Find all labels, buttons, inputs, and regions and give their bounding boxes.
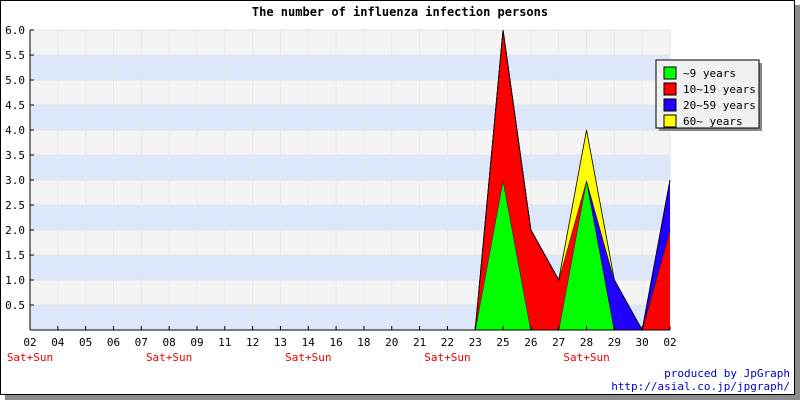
x-tick-label: 02: [663, 336, 676, 349]
legend-label: 60~ years: [683, 115, 743, 128]
background-band: [30, 180, 670, 205]
x-tick-label: 02: [23, 336, 36, 349]
legend-swatch: [663, 98, 677, 112]
background-band: [30, 205, 670, 230]
x-tick-label: 21: [413, 336, 426, 349]
x-tick-label: 04: [51, 336, 65, 349]
y-tick-label: 6.0: [5, 24, 25, 37]
legend-label: 20~59 years: [683, 99, 756, 112]
x-tick-label: 23: [469, 336, 482, 349]
weekend-label: Sat+Sun: [146, 351, 192, 364]
chart-title: The number of influenza infection person…: [252, 5, 548, 19]
x-tick-label: 28: [580, 336, 593, 349]
legend-swatch: [663, 82, 677, 96]
weekend-label: Sat+Sun: [563, 351, 609, 364]
footer-credit: produced by JpGraph: [664, 367, 790, 380]
y-tick-label: 2.0: [5, 224, 25, 237]
footer-url[interactable]: http://asial.co.jp/jpgraph/: [611, 380, 790, 393]
background-band: [30, 105, 670, 130]
x-tick-label: 26: [524, 336, 537, 349]
x-tick-label: 29: [608, 336, 621, 349]
y-tick-label: 4.0: [5, 124, 25, 137]
y-tick-label: 3.5: [5, 149, 25, 162]
weekend-label: Sat+Sun: [7, 351, 53, 364]
y-tick-label: 0.5: [5, 299, 25, 312]
y-tick-label: 2.5: [5, 199, 25, 212]
x-tick-label: 18: [357, 336, 370, 349]
background-band: [30, 30, 670, 55]
y-tick-label: 5.0: [5, 74, 25, 87]
x-tick-label: 25: [496, 336, 509, 349]
x-tick-label: 05: [79, 336, 92, 349]
x-tick-label: 22: [441, 336, 454, 349]
x-tick-label: 16: [329, 336, 342, 349]
background-band: [30, 130, 670, 155]
x-tick-label: 27: [552, 336, 565, 349]
weekend-label: Sat+Sun: [285, 351, 331, 364]
x-tick-label: 13: [274, 336, 287, 349]
background-band: [30, 230, 670, 255]
x-tick-label: 20: [385, 336, 398, 349]
x-tick-label: 12: [246, 336, 259, 349]
x-tick-label: 11: [218, 336, 231, 349]
y-tick-label: 1.0: [5, 274, 25, 287]
y-tick-label: 5.5: [5, 49, 25, 62]
y-tick-label: 3.0: [5, 174, 25, 187]
legend-swatch: [663, 66, 677, 80]
y-tick-label: 1.5: [5, 249, 25, 262]
x-tick-label: 09: [190, 336, 203, 349]
x-tick-label: 07: [135, 336, 148, 349]
y-tick-label: 4.5: [5, 99, 25, 112]
x-tick-label: 06: [107, 336, 120, 349]
background-band: [30, 155, 670, 180]
x-tick-label: 14: [302, 336, 316, 349]
weekend-label: Sat+Sun: [424, 351, 470, 364]
background-band: [30, 55, 670, 80]
legend-label: ~9 years: [683, 67, 736, 80]
legend-label: 10~19 years: [683, 83, 756, 96]
x-tick-label: 08: [163, 336, 176, 349]
area-series: [30, 30, 670, 330]
background-band: [30, 80, 670, 105]
legend-swatch: [663, 114, 677, 128]
x-tick-label: 30: [636, 336, 649, 349]
